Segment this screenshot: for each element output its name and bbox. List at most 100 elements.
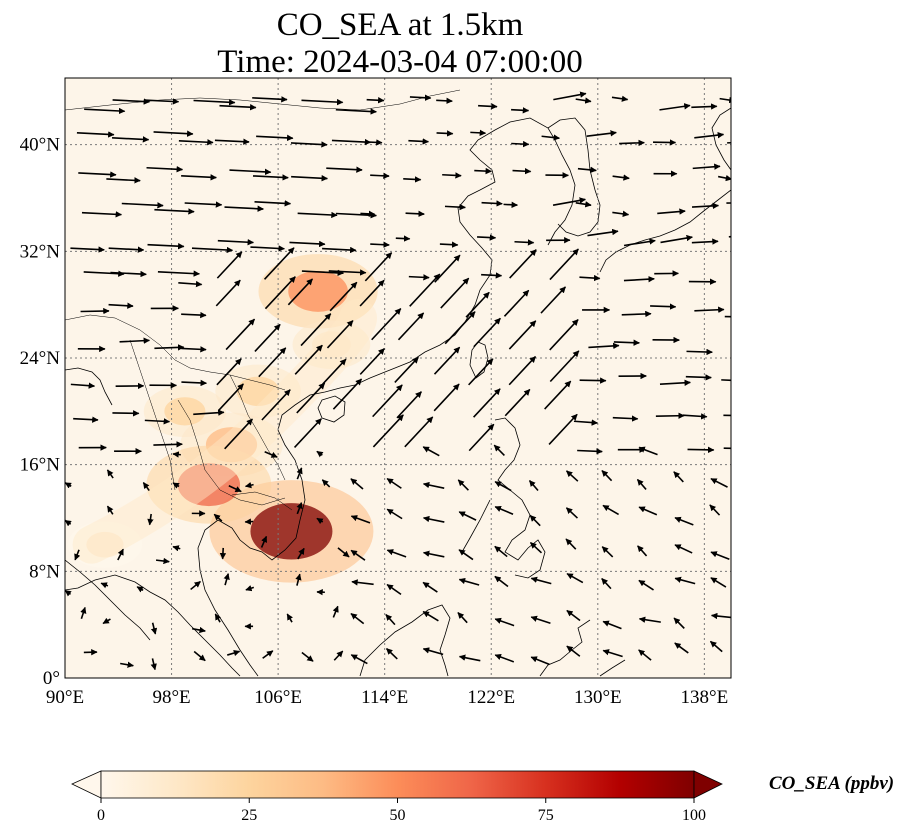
wind-arrow <box>332 605 339 618</box>
wind-arrow <box>637 545 648 557</box>
wind-arrow <box>108 302 134 309</box>
lat-tick-label: 32°N <box>20 241 61 262</box>
wind-arrow <box>638 579 654 591</box>
wind-arrow <box>549 350 580 383</box>
wind-arrow <box>673 471 684 483</box>
wind-arrow <box>612 415 639 422</box>
wind-arrow <box>612 174 630 181</box>
wind-arrow <box>74 549 81 561</box>
wind-arrow <box>301 98 344 106</box>
wind-arrow <box>674 544 693 554</box>
wind-arrow <box>478 103 498 110</box>
wind-arrow <box>372 414 404 448</box>
wind-arrow <box>422 515 445 523</box>
wind-arrow <box>172 482 180 489</box>
wind-arrow <box>433 346 461 375</box>
co-hotspot-core <box>250 503 333 560</box>
wind-arrow <box>300 313 332 347</box>
wind-arrow <box>575 201 592 208</box>
wind-arrow <box>601 577 612 590</box>
wind-arrow <box>685 374 712 381</box>
wind-arrow <box>552 197 586 207</box>
lon-tick-label: 90°E <box>46 687 84 708</box>
wind-arrow <box>385 648 398 660</box>
colorbar-tick-label: 0 <box>97 807 105 824</box>
wind-arrow <box>553 91 587 101</box>
wind-arrow <box>227 649 241 657</box>
wind-arrow <box>328 269 367 276</box>
wind-arrow <box>217 239 254 246</box>
wind-arrow <box>473 317 501 348</box>
wind-arrow <box>511 107 530 114</box>
wind-arrow <box>296 382 326 414</box>
wind-arrow <box>588 342 620 350</box>
wind-arrow <box>322 246 357 254</box>
wind-arrow <box>119 337 151 344</box>
wind-arrow <box>154 208 195 215</box>
wind-arrow <box>386 508 403 520</box>
wind-arrow <box>530 656 550 666</box>
colorbar-label: CO_SEA (ppbv) <box>769 773 894 794</box>
wind-arrow <box>297 211 338 219</box>
wind-arrow <box>301 269 345 277</box>
wind-arrow <box>442 172 462 179</box>
wind-arrow <box>326 166 363 173</box>
wind-arrow <box>403 176 422 183</box>
wind-arrow <box>252 174 289 181</box>
wind-arrow <box>350 549 366 561</box>
wind-arrow <box>350 515 371 524</box>
wind-arrow <box>444 203 466 211</box>
wind-arrow <box>579 377 607 384</box>
wind-arrow <box>577 166 597 174</box>
wind-arrow <box>623 275 655 283</box>
wind-arrow <box>530 615 551 625</box>
wind-arrow <box>76 131 115 138</box>
wind-arrow <box>297 547 305 560</box>
coastline-borneo <box>359 604 451 677</box>
wind-arrow <box>229 168 272 176</box>
lat-tick-label: 40°N <box>20 135 61 156</box>
wind-arrow <box>224 418 253 450</box>
wind-arrow <box>573 419 598 426</box>
wind-arrow <box>224 205 264 212</box>
wind-arrow <box>100 582 109 589</box>
wind-arrow <box>73 416 99 423</box>
wind-arrow <box>102 617 111 625</box>
wind-arrow <box>692 163 721 170</box>
wind-arrow <box>217 383 244 412</box>
wind-arrow <box>225 318 256 351</box>
wind-arrow <box>157 270 200 277</box>
wind-arrow <box>613 339 640 346</box>
wind-arrow <box>439 241 459 248</box>
wind-arrow <box>512 168 532 175</box>
co-plume-band <box>72 299 378 564</box>
wind-arrow <box>193 409 225 416</box>
wind-arrow <box>350 612 365 625</box>
wind-arrow <box>511 140 530 148</box>
wind-arrow <box>365 139 383 146</box>
colorbar-tick-label: 75 <box>538 807 554 824</box>
wind-arrow <box>250 245 285 252</box>
wind-arrow <box>638 506 658 516</box>
wind-arrow <box>370 172 390 180</box>
wind-arrow <box>262 650 274 659</box>
wind-arrow <box>70 382 96 389</box>
wind-arrow <box>691 202 720 210</box>
wind-arrow <box>350 654 368 665</box>
coastline-taiwan <box>469 341 489 379</box>
wind-arrow <box>370 241 390 248</box>
wind-arrow <box>181 346 207 353</box>
wind-arrow <box>710 612 731 620</box>
wind-arrow <box>508 320 537 350</box>
colorbar-ticks: 0 25 50 75 100 <box>97 798 706 824</box>
co-hotspot-core <box>236 376 280 407</box>
wind-arrow <box>638 649 652 661</box>
lat-tick-label: 16°N <box>20 455 61 476</box>
wind-arrow <box>364 252 393 282</box>
wind-arrow <box>360 210 376 218</box>
wind-arrow <box>65 482 72 489</box>
wind-arrow <box>408 138 430 145</box>
wind-arrow <box>136 586 144 593</box>
wind-arrow <box>494 481 512 492</box>
wind-vectors <box>65 91 731 671</box>
